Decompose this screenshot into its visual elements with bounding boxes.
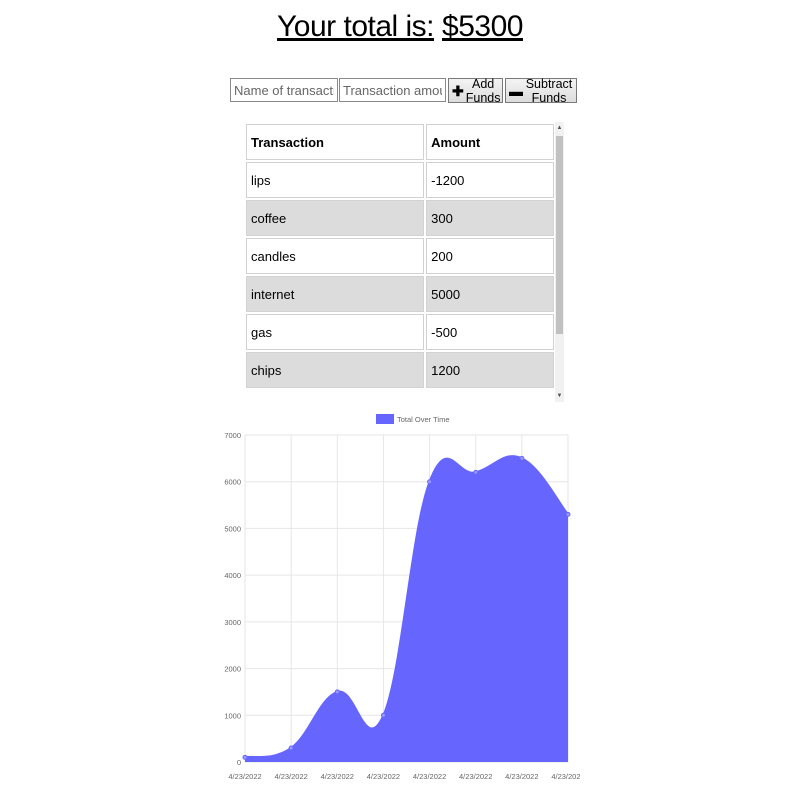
transaction-name-cell: coffee — [246, 200, 425, 236]
table-header-row: Transaction Amount — [246, 124, 554, 160]
transaction-amount-input[interactable] — [339, 78, 446, 102]
x-tick-label: 4/23/2022 — [274, 772, 307, 781]
transactions-table-container[interactable]: Transaction Amount lips -1200 coffee 300… — [245, 122, 563, 402]
x-tick-label: 4/23/2022 — [505, 772, 538, 781]
data-point — [288, 745, 294, 751]
y-tick-label: 2000 — [224, 665, 241, 674]
total-heading: Your total is: $5300 — [0, 10, 800, 44]
table-row: gas -500 — [246, 314, 554, 350]
scroll-up-arrow-icon[interactable]: ▲ — [556, 125, 563, 131]
data-point — [473, 469, 479, 475]
subtract-funds-button[interactable]: ▬ Subtract Funds — [505, 76, 577, 105]
x-tick-label: 4/23/2022 — [321, 772, 354, 781]
transaction-amount-cell: -1200 — [426, 162, 554, 198]
y-tick-label: 4000 — [224, 571, 241, 580]
add-funds-label: Add Funds — [465, 76, 501, 105]
data-point — [565, 511, 571, 517]
total-label: Your total is: — [277, 10, 435, 43]
y-tick-label: 1000 — [224, 711, 241, 720]
data-point — [380, 712, 386, 718]
y-tick-label: 6000 — [224, 478, 241, 487]
y-tick-label: 7000 — [224, 431, 241, 440]
table-scrollbar[interactable]: ▲ ▼ — [555, 122, 564, 402]
data-point — [427, 479, 433, 485]
transaction-amount-cell: -500 — [426, 314, 554, 350]
table-row: chips 1200 — [246, 352, 554, 388]
table-row: lips -1200 — [246, 162, 554, 198]
total-over-time-chart: 0 1000 2000 3000 4000 5000 6000 7000 4/23/2022 4/… — [224, 414, 580, 781]
plus-icon: ✚ — [452, 82, 464, 99]
transaction-name-cell: candles — [246, 238, 425, 274]
x-tick-label: 4/23/2022 — [228, 772, 261, 781]
data-point — [242, 754, 248, 760]
x-tick-label: 4/23/2022 — [459, 772, 492, 781]
y-tick-label: 3000 — [224, 618, 241, 627]
transaction-amount-cell: 1200 — [426, 352, 554, 388]
x-tick-label: 4/23/2022 — [367, 772, 400, 781]
transaction-amount-cell: 200 — [426, 238, 554, 274]
area-line — [244, 455, 569, 759]
scroll-down-arrow-icon[interactable]: ▼ — [556, 393, 563, 399]
transaction-name-input[interactable] — [230, 78, 338, 102]
column-header-transaction: Transaction — [246, 124, 425, 160]
scrollbar-thumb[interactable] — [556, 136, 563, 334]
transaction-name-cell: gas — [246, 314, 425, 350]
legend-label: Total Over Time — [397, 415, 450, 424]
column-header-amount: Amount — [426, 124, 554, 160]
total-value: $5300 — [442, 10, 523, 43]
y-tick-label: 5000 — [224, 524, 241, 533]
minus-icon: ▬ — [509, 82, 523, 99]
area-fill — [245, 456, 568, 762]
subtract-funds-label: Subtract Funds — [525, 76, 573, 105]
transaction-name-cell: lips — [246, 162, 425, 198]
add-funds-button[interactable]: ✚ Add Funds — [448, 76, 503, 105]
transaction-amount-cell: 300 — [426, 200, 554, 236]
transaction-amount-cell: 5000 — [426, 276, 554, 312]
table-row: candles 200 — [246, 238, 554, 274]
table-row: coffee 300 — [246, 200, 554, 236]
y-tick-label: 0 — [237, 758, 241, 767]
table-row: internet 5000 — [246, 276, 554, 312]
legend-swatch — [376, 414, 394, 424]
data-point — [519, 455, 525, 461]
transactions-table: Transaction Amount lips -1200 coffee 300… — [245, 122, 556, 390]
transaction-name-cell: chips — [246, 352, 425, 388]
transaction-name-cell: internet — [246, 276, 425, 312]
data-point — [334, 689, 340, 695]
x-tick-label: 4/23/2022 — [413, 772, 446, 781]
x-tick-label: 4/23/2022 — [551, 772, 580, 781]
